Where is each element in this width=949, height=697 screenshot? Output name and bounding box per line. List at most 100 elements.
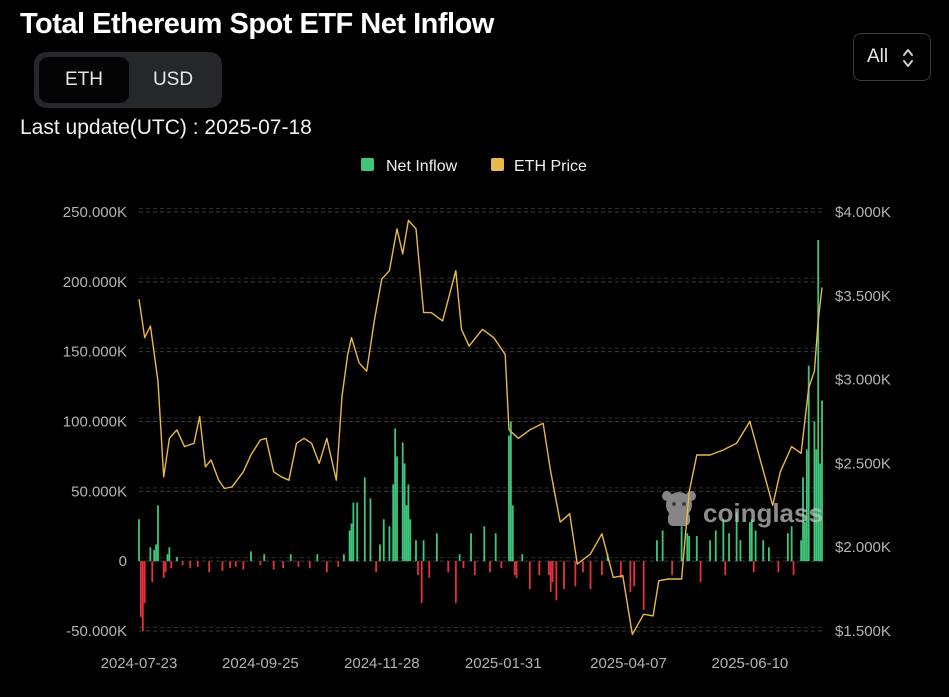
net-inflow-bar[interactable] <box>162 561 165 578</box>
net-inflow-bar[interactable] <box>189 561 192 569</box>
net-inflow-bar[interactable] <box>735 512 738 562</box>
net-inflow-bar[interactable] <box>388 526 391 562</box>
net-inflow-bar[interactable] <box>140 561 142 618</box>
net-inflow-bar[interactable] <box>470 533 472 562</box>
net-inflow-bar[interactable] <box>574 561 577 587</box>
net-inflow-bar[interactable] <box>754 530 757 562</box>
net-inflow-bar[interactable] <box>394 428 397 562</box>
net-inflow-bar[interactable] <box>348 530 351 562</box>
net-inflow-bar[interactable] <box>699 561 702 583</box>
net-inflow-bar[interactable] <box>642 561 645 611</box>
legend-swatch-net-inflow[interactable] <box>361 158 374 171</box>
net-inflow-bar[interactable] <box>473 561 476 576</box>
net-inflow-bar[interactable] <box>458 554 461 562</box>
net-inflow-bar[interactable] <box>805 449 808 562</box>
net-inflow-bar[interactable] <box>363 477 366 562</box>
net-inflow-bar[interactable] <box>724 561 727 576</box>
net-inflow-bar[interactable] <box>375 561 378 573</box>
net-inflow-bar[interactable] <box>819 463 821 562</box>
net-inflow-bar[interactable] <box>786 533 789 562</box>
net-inflow-bar[interactable] <box>170 561 173 569</box>
net-inflow-bar[interactable] <box>379 544 381 562</box>
net-inflow-bar[interactable] <box>153 549 156 562</box>
net-inflow-bar[interactable] <box>601 561 603 576</box>
net-inflow-bar[interactable] <box>263 554 266 562</box>
eth-price-line[interactable] <box>138 219 823 636</box>
net-inflow-bar[interactable] <box>804 522 806 562</box>
net-inflow-bar[interactable] <box>739 540 742 562</box>
net-inflow-bar[interactable] <box>671 561 674 576</box>
net-inflow-bar[interactable] <box>221 561 224 571</box>
net-inflow-bar[interactable] <box>800 540 803 562</box>
legend-label-eth-price[interactable]: ETH Price <box>514 158 587 175</box>
net-inflow-bar[interactable] <box>749 522 751 562</box>
net-inflow-bar[interactable] <box>817 239 820 562</box>
net-inflow-bar[interactable] <box>392 484 395 562</box>
net-inflow-bar[interactable] <box>166 554 169 562</box>
net-inflow-bar[interactable] <box>807 365 810 562</box>
net-inflow-bar[interactable] <box>138 519 140 562</box>
net-inflow-bar[interactable] <box>308 561 311 569</box>
net-inflow-bar[interactable] <box>405 505 408 562</box>
net-inflow-bar[interactable] <box>343 554 345 562</box>
net-inflow-bar[interactable] <box>196 561 199 567</box>
net-inflow-bar[interactable] <box>396 456 398 562</box>
net-inflow-bar[interactable] <box>151 561 154 583</box>
net-inflow-bar[interactable] <box>709 540 711 562</box>
net-inflow-bar[interactable] <box>409 519 412 562</box>
range-select[interactable]: All <box>853 33 931 81</box>
net-inflow-bar[interactable] <box>821 400 823 562</box>
net-inflow-bar[interactable] <box>316 554 319 562</box>
net-inflow-bar[interactable] <box>420 561 423 604</box>
net-inflow-bar[interactable] <box>633 561 636 587</box>
net-inflow-bar[interactable] <box>356 502 359 562</box>
net-inflow-bar[interactable] <box>563 561 565 590</box>
net-inflow-bar[interactable] <box>164 561 167 573</box>
net-inflow-bar[interactable] <box>714 530 717 562</box>
net-inflow-bar[interactable] <box>242 561 245 570</box>
net-inflow-bar[interactable] <box>369 498 372 562</box>
net-inflow-bar[interactable] <box>728 533 730 562</box>
net-inflow-bar[interactable] <box>350 523 353 562</box>
net-inflow-bar[interactable] <box>589 561 592 590</box>
net-inflow-bar[interactable] <box>325 561 328 573</box>
net-inflow-bar[interactable] <box>551 561 554 583</box>
net-inflow-bar[interactable] <box>297 561 300 567</box>
net-inflow-bar[interactable] <box>549 561 552 592</box>
net-inflow-bar[interactable] <box>513 561 516 576</box>
net-inflow-bar[interactable] <box>454 561 457 604</box>
net-inflow-bar[interactable] <box>168 547 171 562</box>
net-inflow-bar[interactable] <box>428 561 431 578</box>
net-inflow-bar[interactable] <box>352 502 355 562</box>
net-inflow-bar[interactable] <box>521 554 524 562</box>
legend-label-net-inflow[interactable]: Net Inflow <box>386 158 458 175</box>
net-inflow-bar[interactable] <box>157 505 159 562</box>
net-inflow-bar[interactable] <box>234 561 237 567</box>
net-inflow-bar[interactable] <box>619 561 622 578</box>
net-inflow-bar[interactable] <box>141 561 144 631</box>
net-inflow-bar[interactable] <box>722 519 725 562</box>
net-inflow-bar[interactable] <box>582 561 584 573</box>
net-inflow-bar[interactable] <box>555 561 558 601</box>
net-inflow-bar[interactable] <box>155 544 157 562</box>
unit-usd-button[interactable]: USD <box>152 69 194 90</box>
net-inflow-bar[interactable] <box>415 540 417 562</box>
net-inflow-bar[interactable] <box>407 484 410 562</box>
net-inflow-bar[interactable] <box>149 547 152 562</box>
net-inflow-bar[interactable] <box>403 463 406 562</box>
net-inflow-bar[interactable] <box>422 540 425 562</box>
net-inflow-bar[interactable] <box>767 547 770 562</box>
net-inflow-bar[interactable] <box>538 561 541 576</box>
net-inflow-bar[interactable] <box>401 442 404 562</box>
net-inflow-bar[interactable] <box>528 561 531 590</box>
net-inflow-bar[interactable] <box>508 435 510 562</box>
net-inflow-bar[interactable] <box>250 551 252 562</box>
net-inflow-bar[interactable] <box>762 540 765 562</box>
net-inflow-bar[interactable] <box>282 561 285 569</box>
net-inflow-bar[interactable] <box>462 561 465 569</box>
net-inflow-bar[interactable] <box>511 505 514 562</box>
net-inflow-bar[interactable] <box>695 536 698 562</box>
net-inflow-bar[interactable] <box>500 561 503 569</box>
net-inflow-bar[interactable] <box>815 449 818 562</box>
net-inflow-bar[interactable] <box>686 533 689 562</box>
